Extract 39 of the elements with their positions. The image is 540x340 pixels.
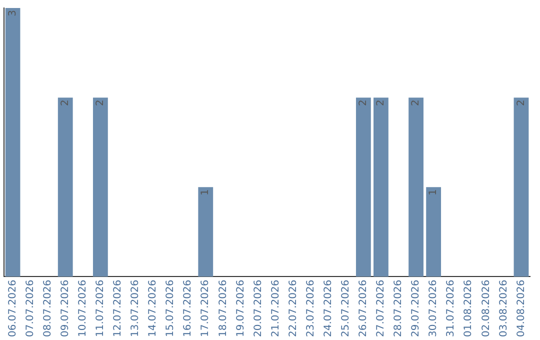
x-tick-label: 13.07.2026 — [130, 280, 142, 338]
x-tick-label: 03.08.2026 — [498, 280, 510, 338]
data-label: 2 — [376, 100, 387, 106]
x-tick-label: 17.07.2026 — [200, 280, 212, 338]
x-tick-label: 11.07.2026 — [95, 280, 106, 338]
data-label: 3 — [7, 10, 18, 16]
x-tick-label: 26.07.2026 — [358, 280, 370, 338]
x-tick-label: 04.08.2026 — [516, 280, 527, 338]
x-tick-label: 22.07.2026 — [288, 280, 299, 338]
x-tick-label: 09.07.2026 — [60, 280, 71, 338]
x-tick-label: 30.07.2026 — [428, 280, 440, 338]
x-tick-label: 08.07.2026 — [42, 280, 54, 338]
x-tick-label: 27.07.2026 — [376, 280, 387, 338]
data-label: 2 — [410, 100, 422, 106]
x-tick-label: 20.07.2026 — [252, 280, 264, 338]
x-tick-label: 28.07.2026 — [393, 280, 404, 338]
data-label: 2 — [95, 100, 106, 106]
x-tick-label: 16.07.2026 — [182, 280, 194, 338]
x-tick-label: 15.07.2026 — [165, 280, 176, 338]
x-tick-label: 29.07.2026 — [410, 280, 422, 338]
x-tick-label: 19.07.2026 — [235, 280, 246, 338]
data-label: 2 — [516, 100, 527, 106]
data-label: 1 — [200, 189, 212, 196]
x-tick-label: 31.07.2026 — [446, 280, 457, 338]
x-tick-label: 21.07.2026 — [270, 280, 282, 338]
data-label: 2 — [358, 100, 370, 106]
x-tick-label: 10.07.2026 — [77, 280, 88, 338]
data-label: 2 — [60, 100, 71, 106]
x-tick-label: 18.07.2026 — [218, 280, 229, 338]
x-tick-label: 06.07.2026 — [7, 280, 18, 338]
x-tick-label: 25.07.2026 — [340, 280, 352, 338]
x-tick-label: 12.07.2026 — [112, 280, 124, 338]
data-label: 1 — [428, 189, 440, 196]
x-tick-label: 23.07.2026 — [305, 280, 316, 338]
x-tick-label: 24.07.2026 — [322, 280, 334, 338]
x-tick-label: 14.07.2026 — [148, 280, 159, 338]
x-tick-label: 07.07.2026 — [24, 280, 36, 338]
x-tick-label: 02.08.2026 — [480, 280, 492, 338]
x-tick-label: 01.08.2026 — [463, 280, 474, 338]
